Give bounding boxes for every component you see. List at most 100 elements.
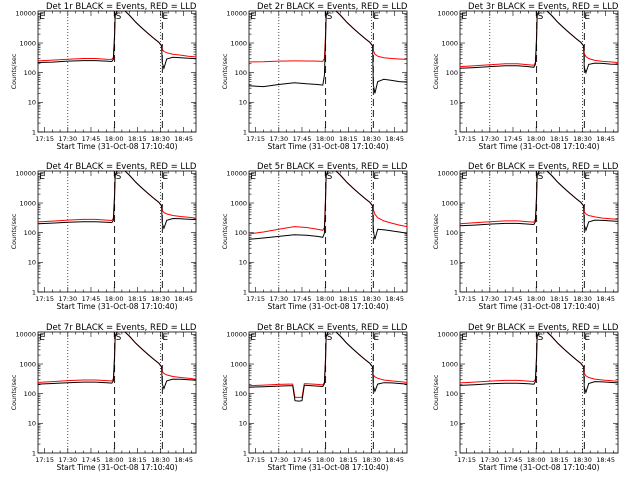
x-tick-label: 17:45 <box>504 456 523 464</box>
x-tick-label: 18:15 <box>339 295 358 303</box>
x-tick-label: 17:45 <box>82 295 101 303</box>
panel-title: Det 8r BLACK = Events, RED = LLD <box>257 323 408 333</box>
x-tick-label: 18:30 <box>151 295 170 303</box>
y-tick-label: 1 <box>243 449 247 457</box>
y-tick-label: 10000 <box>437 170 458 178</box>
panel-7: Det 7r BLACK = Events, RED = LLD 1 10 100 10… <box>10 323 197 472</box>
series-events-line <box>460 332 618 395</box>
x-tick-label: 17:45 <box>82 456 101 464</box>
x-tick-label: 18:15 <box>550 295 569 303</box>
y-axis-label: Counts/sec <box>432 213 440 249</box>
marker-label-s: S <box>327 172 333 182</box>
y-tick-label: 10000 <box>226 170 247 178</box>
panel-title: Det 3r BLACK = Events, RED = LLD <box>468 2 619 12</box>
y-tick-label: 1 <box>243 128 247 136</box>
x-tick-label: 18:45 <box>385 456 404 464</box>
y-tick-label: 10 <box>239 420 247 428</box>
panel-8: Det 8r BLACK = Events, RED = LLD 1 10 100 10… <box>221 323 408 472</box>
y-tick-label: 100 <box>235 69 247 77</box>
x-tick-label: 17:45 <box>504 295 523 303</box>
marker-label-e: E <box>39 172 45 182</box>
y-tick-label: 1000 <box>441 199 458 207</box>
y-axis-label: Counts/sec <box>221 213 229 249</box>
y-tick-label: 10000 <box>226 331 247 339</box>
y-axis-label: Counts/sec <box>432 374 440 410</box>
x-axis-label: Start Time (31-Oct-08 17:10:40) <box>267 302 388 311</box>
x-tick-label: 18:45 <box>174 135 193 143</box>
x-tick-label: 17:45 <box>293 135 312 143</box>
x-tick-label: 18:30 <box>573 456 592 464</box>
x-tick-label: 18:30 <box>151 135 170 143</box>
x-tick-label: 18:45 <box>385 135 404 143</box>
y-axis-label: Counts/sec <box>10 213 18 249</box>
x-tick-label: 18:15 <box>550 135 569 143</box>
marker-label-e: E <box>584 333 590 343</box>
plot-frame <box>459 10 619 133</box>
x-tick-label: 18:30 <box>573 295 592 303</box>
marker-label-s: S <box>116 333 122 343</box>
y-tick-label: 100 <box>235 229 247 237</box>
x-tick-label: 17:30 <box>58 295 77 303</box>
plot-frame <box>248 331 408 454</box>
marker-label-e: E <box>39 333 45 343</box>
y-tick-label: 10 <box>450 99 458 107</box>
x-tick-label: 18:45 <box>596 456 615 464</box>
x-axis-label: Start Time (31-Oct-08 17:10:40) <box>267 142 388 151</box>
x-tick-label: 18:30 <box>362 456 381 464</box>
y-axis-label: Counts/sec <box>10 374 18 410</box>
marker-label-s: S <box>538 12 544 22</box>
marker-label-e: E <box>373 333 379 343</box>
x-axis-label: Start Time (31-Oct-08 17:10:40) <box>267 463 388 472</box>
panel-4: Det 4r BLACK = Events, RED = LLD 1 10 100 10… <box>10 162 197 311</box>
x-tick-label: 17:15 <box>246 135 265 143</box>
plot-frame <box>459 331 619 454</box>
x-tick-label: 17:15 <box>457 135 476 143</box>
panel-title: Det 2r BLACK = Events, RED = LLD <box>257 2 408 12</box>
y-tick-label: 10000 <box>437 10 458 18</box>
y-tick-label: 10000 <box>226 10 247 18</box>
marker-label-e: E <box>39 12 45 22</box>
series-events-line <box>38 332 196 390</box>
x-tick-label: 18:15 <box>128 295 147 303</box>
y-axis-label: Counts/sec <box>432 53 440 89</box>
x-tick-label: 17:45 <box>293 456 312 464</box>
x-tick-label: 17:15 <box>457 456 476 464</box>
x-tick-label: 18:00 <box>105 135 124 143</box>
plot-frame <box>248 170 408 293</box>
panel-5: Det 5r BLACK = Events, RED = LLD 1 10 100 10… <box>221 162 408 311</box>
x-tick-label: 18:00 <box>105 295 124 303</box>
marker-label-s: S <box>116 172 122 182</box>
x-tick-label: 18:00 <box>316 456 335 464</box>
y-tick-label: 1 <box>454 449 458 457</box>
y-tick-label: 1 <box>454 288 458 296</box>
x-tick-label: 18:15 <box>339 135 358 143</box>
x-tick-label: 18:15 <box>339 456 358 464</box>
panel-title: Det 9r BLACK = Events, RED = LLD <box>468 323 619 333</box>
y-tick-label: 100 <box>446 69 458 77</box>
x-tick-label: 18:15 <box>550 456 569 464</box>
panel-title: Det 1r BLACK = Events, RED = LLD <box>46 2 197 12</box>
x-tick-label: 17:30 <box>480 456 499 464</box>
x-axis-label: Start Time (31-Oct-08 17:10:40) <box>56 142 177 151</box>
x-tick-label: 18:45 <box>596 295 615 303</box>
marker-label-e: E <box>162 12 168 22</box>
x-tick-label: 17:30 <box>58 135 77 143</box>
x-tick-label: 17:15 <box>246 456 265 464</box>
panel-1: Det 1r BLACK = Events, RED = LLD 1 10 100 10… <box>10 2 197 151</box>
y-tick-label: 1000 <box>230 199 247 207</box>
y-tick-label: 100 <box>235 390 247 398</box>
marker-label-e: E <box>461 333 467 343</box>
x-tick-label: 18:45 <box>385 295 404 303</box>
x-tick-label: 18:00 <box>527 135 546 143</box>
y-tick-label: 1000 <box>441 360 458 368</box>
x-tick-label: 17:15 <box>35 135 54 143</box>
marker-label-e: E <box>461 12 467 22</box>
y-tick-label: 1000 <box>230 39 247 47</box>
x-tick-label: 18:30 <box>573 135 592 143</box>
x-tick-label: 18:00 <box>527 456 546 464</box>
x-axis-label: Start Time (31-Oct-08 17:10:40) <box>478 302 599 311</box>
panel-2: Det 2r BLACK = Events, RED = LLD 1 10 100 10… <box>221 2 408 151</box>
y-tick-label: 10000 <box>437 331 458 339</box>
x-tick-label: 18:45 <box>596 135 615 143</box>
